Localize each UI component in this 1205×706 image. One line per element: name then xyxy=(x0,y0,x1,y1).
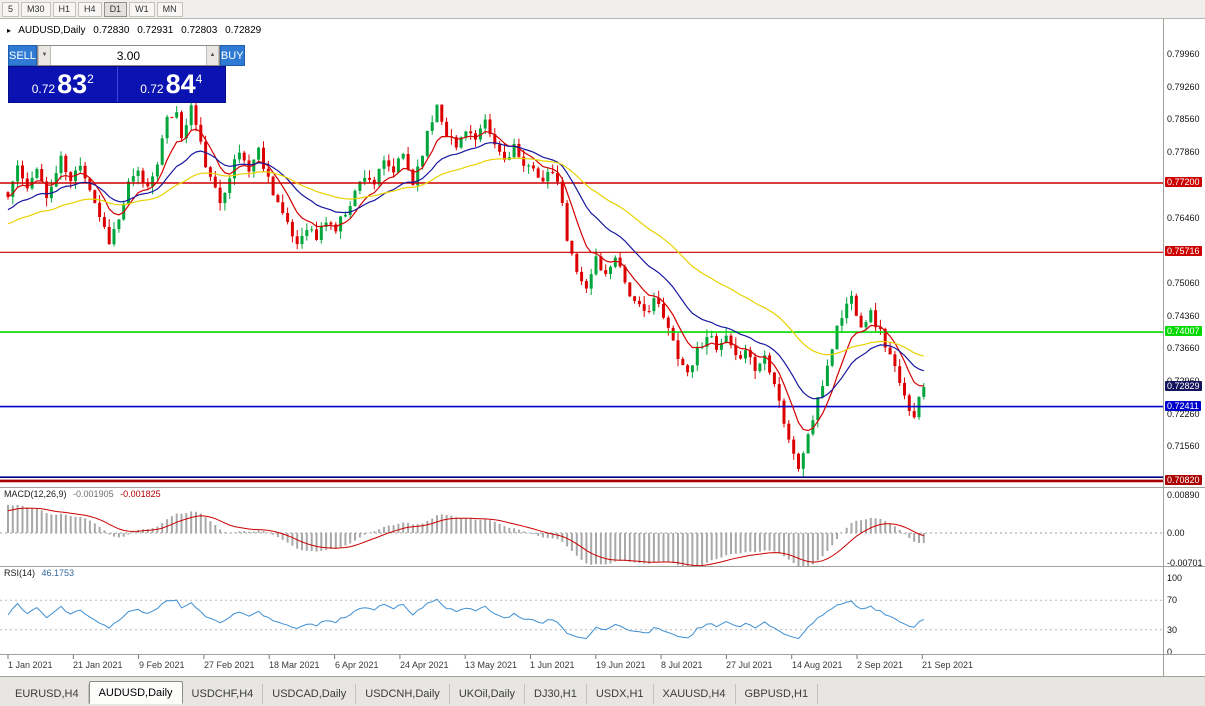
slow-ma xyxy=(7,157,924,357)
timeframe-toolbar: 5 M30 H1 H4 D1 W1 MN xyxy=(0,0,1205,19)
candles-layer xyxy=(6,100,926,477)
macd-scale-tick: 0.00890 xyxy=(1167,490,1200,500)
price-divider xyxy=(116,67,118,102)
chart-symbol-label: AUDUSD,Daily xyxy=(18,25,86,36)
symbol-tab-usdcnh-daily[interactable]: USDCNH,Daily xyxy=(356,684,450,704)
symbol-tab-eurusd-h4[interactable]: EURUSD,H4 xyxy=(6,684,89,704)
price-level-label: 0.72829 xyxy=(1165,381,1202,391)
symbol-tab-ukoil-daily[interactable]: UKOil,Daily xyxy=(450,684,526,704)
macd-label: MACD(12,26,9) xyxy=(4,489,67,499)
timeframe-button-w1[interactable]: W1 xyxy=(129,1,155,17)
price-scale-tick: 0.75060 xyxy=(1167,278,1200,288)
macd-scale-tick: 0.00 xyxy=(1167,528,1185,538)
macd-signal-value: -0.001825 xyxy=(120,489,161,499)
bar-low-value: 0.72803 xyxy=(181,25,218,36)
price-scale-tick: 0.76460 xyxy=(1167,213,1200,223)
rsi-label: RSI(14) xyxy=(4,568,36,578)
bid-ask-display: 0.72 83 2 0.72 84 4 xyxy=(8,66,226,103)
mid-ma xyxy=(7,142,925,400)
volume-increase-button[interactable]: ▲ xyxy=(205,46,219,65)
timeframe-button-h4[interactable]: H4 xyxy=(78,1,102,17)
timeframe-button-m30[interactable]: M30 xyxy=(21,1,51,17)
symbol-tab-bar: EURUSD,H4 AUDUSD,Daily USDCHF,H4 USDCAD,Dai… xyxy=(0,676,1205,706)
panel-separator-axis xyxy=(0,654,1205,655)
symbol-tab-usdcad-daily[interactable]: USDCAD,Daily xyxy=(263,684,357,704)
buy-price-prefix: 0.72 xyxy=(140,82,164,96)
timeframe-button-mn[interactable]: MN xyxy=(156,1,183,17)
bar-close-value: 0.72829 xyxy=(225,25,262,36)
rsi-value: 46.1753 xyxy=(41,568,75,578)
sell-price[interactable]: 0.72 83 2 xyxy=(9,67,117,102)
symbol-tab-audusd-daily[interactable]: AUDUSD,Daily xyxy=(88,681,183,704)
panel-separator-rsi[interactable] xyxy=(0,566,1205,567)
volume-control: ▼ ▲ xyxy=(36,45,220,66)
bar-open-value: 0.72830 xyxy=(93,25,130,36)
macd-plot xyxy=(0,504,1163,566)
price-level-label: 0.72411 xyxy=(1165,401,1201,411)
fast-ma xyxy=(7,128,924,432)
buy-price-pip: 4 xyxy=(195,72,203,86)
price-scale-tick: 0.73660 xyxy=(1167,343,1200,353)
price-scale[interactable]: 0.79960 0.79260 0.78560 0.77860 0.76460 0.750… xyxy=(1163,19,1205,676)
volume-decrease-button[interactable]: ▼ xyxy=(37,46,51,65)
sell-price-big: 83 xyxy=(57,69,88,99)
one-click-trading-panel: SELL ▼ ▲ BUY 0.72 83 2 0.72 84 4 xyxy=(8,45,245,103)
timeframe-button-h1[interactable]: H1 xyxy=(52,1,77,17)
price-scale-tick: 0.74360 xyxy=(1167,311,1200,321)
symbol-tab-gbpusd-h1[interactable]: GBPUSD,H1 xyxy=(736,684,819,704)
sell-price-pip: 2 xyxy=(87,72,94,86)
symbol-tab-usdx-h1[interactable]: USDX,H1 xyxy=(587,684,654,704)
price-scale-tick: 0.77860 xyxy=(1167,147,1200,157)
bar-high-value: 0.72931 xyxy=(137,25,174,36)
macd-scale-tick: -0.00701 xyxy=(1167,558,1203,568)
buy-button[interactable]: BUY xyxy=(219,45,245,66)
sell-button[interactable]: SELL xyxy=(8,45,37,66)
rsi-scale-tick: 70 xyxy=(1167,595,1178,605)
chart-canvas[interactable] xyxy=(0,19,1163,676)
panel-separator-macd[interactable] xyxy=(0,487,1205,488)
price-level-label: 0.74007 xyxy=(1165,326,1202,336)
price-scale-tick: 0.79960 xyxy=(1167,49,1200,59)
macd-value: -0.001905 xyxy=(73,489,114,499)
price-scale-tick: 0.78560 xyxy=(1167,114,1200,124)
symbol-tab-xauusd-h4[interactable]: XAUUSD,H4 xyxy=(654,684,736,704)
macd-header: MACD(12,26,9) -0.001905 -0.001825 xyxy=(4,489,165,499)
price-level-label: 0.77200 xyxy=(1165,177,1202,187)
time-axis-ticks xyxy=(7,655,923,659)
rsi-header: RSI(14) 46.1753 xyxy=(4,568,78,578)
buy-price[interactable]: 0.72 84 4 xyxy=(118,67,226,102)
timeframe-button-5[interactable]: 5 xyxy=(2,1,20,17)
rsi-plot xyxy=(0,598,1163,640)
trade-buttons-row: SELL ▼ ▲ BUY xyxy=(8,45,245,66)
price-scale-tick: 0.79260 xyxy=(1167,82,1200,92)
rsi-scale-tick: 30 xyxy=(1167,625,1178,635)
buy-price-big: 84 xyxy=(165,69,196,99)
price-scale-tick: 0.71560 xyxy=(1167,441,1200,451)
price-level-label: 0.70820 xyxy=(1165,475,1202,485)
chart-area: 0.79960 0.79260 0.78560 0.77860 0.76460 0.750… xyxy=(0,19,1205,676)
timeframe-button-d1[interactable]: D1 xyxy=(103,1,128,17)
rsi-scale-tick: 0 xyxy=(1167,647,1173,657)
chart-ohlc-header: ▸ AUDUSD,Daily 0.72830 0.72931 0.72803 0… xyxy=(7,25,266,36)
symbol-tab-dj30-h1[interactable]: DJ30,H1 xyxy=(525,684,587,704)
price-scale-tick: 0.72260 xyxy=(1167,409,1200,419)
price-level-label: 0.75716 xyxy=(1165,246,1202,256)
symbol-tab-usdchf-h4[interactable]: USDCHF,H4 xyxy=(183,684,264,704)
volume-input[interactable] xyxy=(50,46,206,65)
sell-price-prefix: 0.72 xyxy=(31,82,56,96)
chart-marker-icon: ▸ xyxy=(7,26,12,35)
rsi-scale-tick: 100 xyxy=(1167,573,1183,583)
